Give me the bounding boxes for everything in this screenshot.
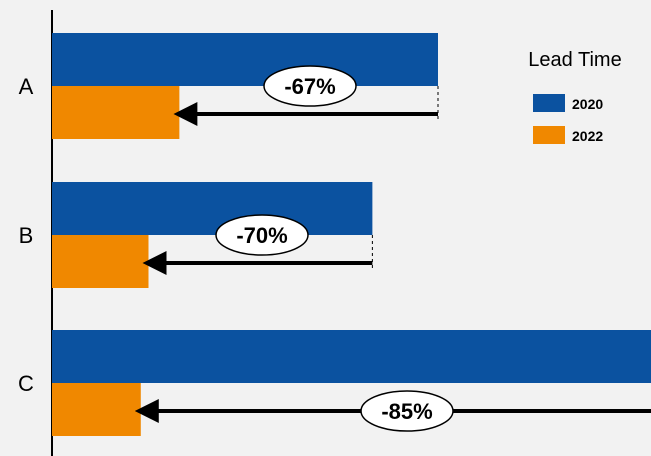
legend-swatch-2020 <box>533 94 565 112</box>
category-label-c: C <box>18 371 34 396</box>
bar-c-2020 <box>52 330 651 383</box>
reduction-label-b: -70% <box>236 223 287 248</box>
reduction-badge-c <box>360 390 454 432</box>
legend: Lead Time 2020 2022 <box>528 49 622 144</box>
legend-label-2022: 2022 <box>572 128 603 144</box>
legend-title: Lead Time <box>528 49 621 71</box>
legend-label-2020: 2020 <box>572 96 603 112</box>
bar-a-2022 <box>52 86 180 139</box>
reduction-label-a: -67% <box>284 74 335 99</box>
plot-area: A -67% B -70% C -85% <box>18 33 651 436</box>
bar-b-2020 <box>52 182 373 235</box>
bar-b-2022 <box>52 235 149 288</box>
bar-a-2020 <box>52 33 438 86</box>
legend-swatch-2022 <box>533 126 565 144</box>
reduction-badge-b <box>215 214 309 256</box>
reduction-label-c: -85% <box>381 399 432 424</box>
category-label-a: A <box>19 74 34 99</box>
category-label-b: B <box>19 223 34 248</box>
reduction-badge-a <box>263 65 357 107</box>
bar-c-2022 <box>52 383 141 436</box>
